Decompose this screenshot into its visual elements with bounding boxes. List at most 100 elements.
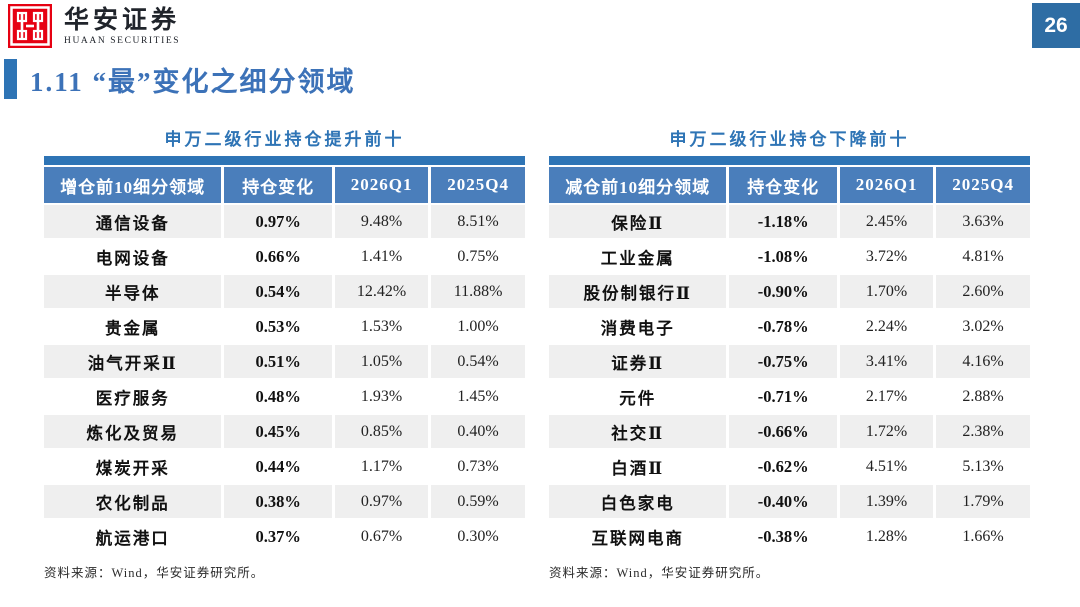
source-note: 资料来源：Wind，华安证券研究所。 [44,566,265,580]
table-cell: -0.40% [729,485,840,520]
column-header: 增仓前10细分领域 [44,167,225,205]
table-cell: 5.13% [936,450,1030,485]
table-cell: -0.66% [729,415,840,450]
holdings-table: 增仓前10细分领域 持仓变化 2026Q1 2025Q4 通信设备 0.97% 9.48%… [44,167,525,555]
table-cell: -0.78% [729,310,840,345]
table-title: 申万二级行业持仓提升前十 [164,130,405,149]
table-cell: 0.97% [335,485,432,520]
table-cell: 0.97% [224,205,335,240]
table-row: 通信设备 0.97% 9.48% 8.51% [44,205,525,240]
table-cell: -1.08% [729,240,840,275]
table-row: 白酒Ⅱ -0.62% 4.51% 5.13% [549,450,1030,485]
table-row: 证券Ⅱ -0.75% 3.41% 4.16% [549,345,1030,380]
table-cell: 白酒Ⅱ [549,450,730,485]
table-cell: 半导体 [44,275,225,310]
table-cell: 1.39% [840,485,937,520]
table-cell: 8.51% [431,205,525,240]
table-cell: 0.66% [224,240,335,275]
table-row: 元件 -0.71% 2.17% 2.88% [549,380,1030,415]
table-row: 医疗服务 0.48% 1.93% 1.45% [44,380,525,415]
table-cell: 4.81% [936,240,1030,275]
table-cell: 3.72% [840,240,937,275]
table-cell: 0.40% [431,415,525,450]
table-row: 股份制银行Ⅱ -0.90% 1.70% 2.60% [549,275,1030,310]
column-header: 2025Q4 [431,167,525,205]
table-cell: 贵金属 [44,310,225,345]
table-cell: 0.45% [224,415,335,450]
table-cell: 煤炭开采 [44,450,225,485]
column-header: 2025Q4 [936,167,1030,205]
table-cell: 0.38% [224,485,335,520]
table-cell: 炼化及贸易 [44,415,225,450]
table-cell: 1.05% [335,345,432,380]
table-row: 半导体 0.54% 12.42% 11.88% [44,275,525,310]
table-cell: 3.41% [840,345,937,380]
brand-name-en: HUAAN SECURITIES [64,36,181,47]
table-row: 保险Ⅱ -1.18% 2.45% 3.63% [549,205,1030,240]
table-cell: 1.53% [335,310,432,345]
table-cell: -0.38% [729,520,840,555]
table-cell: 12.42% [335,275,432,310]
table-cell: 白色家电 [549,485,730,520]
table-cell: 1.72% [840,415,937,450]
table-cell: 农化制品 [44,485,225,520]
table-cell: 通信设备 [44,205,225,240]
table-cell: 保险Ⅱ [549,205,730,240]
table-cell: 2.45% [840,205,937,240]
table-cell: 0.54% [224,275,335,310]
table-cell: 3.02% [936,310,1030,345]
table-cell: 1.93% [335,380,432,415]
table-row: 社交Ⅱ -0.66% 1.72% 2.38% [549,415,1030,450]
table-title: 申万二级行业持仓下降前十 [669,130,910,149]
table-cell: 股份制银行Ⅱ [549,275,730,310]
table-body: 通信设备 0.97% 9.48% 8.51% 电网设备 0.66% 1.41% 0.75% 半导… [44,205,525,555]
table-row: 工业金属 -1.08% 3.72% 4.81% [549,240,1030,275]
column-header: 2026Q1 [840,167,937,205]
table-cell: 1.41% [335,240,432,275]
table-cell: 2.88% [936,380,1030,415]
table-cell: 0.37% [224,520,335,555]
brand-area: 华安证券 HUAAN SECURITIES [8,4,180,48]
table-cell: 2.60% [936,275,1030,310]
table-cell: 元件 [549,380,730,415]
table-cell: 0.54% [431,345,525,380]
source-note: 资料来源：Wind，华安证券研究所。 [549,566,770,580]
page-number-badge: 26 [1032,3,1080,48]
table-cell: -0.71% [729,380,840,415]
table-cell: 0.44% [224,450,335,485]
table-row: 油气开采Ⅱ 0.51% 1.05% 0.54% [44,345,525,380]
table-cell: 0.73% [431,450,525,485]
table-row: 互联网电商 -0.38% 1.28% 1.66% [549,520,1030,555]
table-cell: -0.75% [729,345,840,380]
table-cell: 4.51% [840,450,937,485]
table-cell: 1.79% [936,485,1030,520]
table-cell: 电网设备 [44,240,225,275]
column-header: 持仓变化 [224,167,335,205]
table-row: 航运港口 0.37% 0.67% 0.30% [44,520,525,555]
tables-region: 申万二级行业持仓提升前十 增仓前10细分领域 持仓变化 2026Q1 2025Q4 通… [44,129,1030,581]
table-cell: 2.38% [936,415,1030,450]
column-header: 持仓变化 [729,167,840,205]
brand-text: 华安证券 HUAAN SECURITIES [64,4,180,46]
page-title: 1.11 “最”变化之细分领域 [30,66,356,97]
table-cell: -1.18% [729,205,840,240]
table-cell: 0.67% [335,520,432,555]
table-cell: 消费电子 [549,310,730,345]
table-cell: 社交Ⅱ [549,415,730,450]
table-block: 申万二级行业持仓下降前十 减仓前10细分领域 持仓变化 2026Q1 2025Q4 保… [549,129,1030,581]
table-cell: 0.30% [431,520,525,555]
table-cell: 1.70% [840,275,937,310]
table-body: 保险Ⅱ -1.18% 2.45% 3.63% 工业金属 -1.08% 3.72% 4.81% 股… [549,205,1030,555]
table-cell: 油气开采Ⅱ [44,345,225,380]
table-cell: 互联网电商 [549,520,730,555]
title-accent-bar [4,59,17,99]
header-row: 减仓前10细分领域 持仓变化 2026Q1 2025Q4 [549,167,1030,205]
table-cell: 4.16% [936,345,1030,380]
table-cell: 11.88% [431,275,525,310]
table-cell: 0.51% [224,345,335,380]
section-title-row: 1.11 “最”变化之细分领域 [4,59,356,99]
column-header: 减仓前10细分领域 [549,167,730,205]
table-cell: 9.48% [335,205,432,240]
table-cell: 证券Ⅱ [549,345,730,380]
table-cell: 1.45% [431,380,525,415]
